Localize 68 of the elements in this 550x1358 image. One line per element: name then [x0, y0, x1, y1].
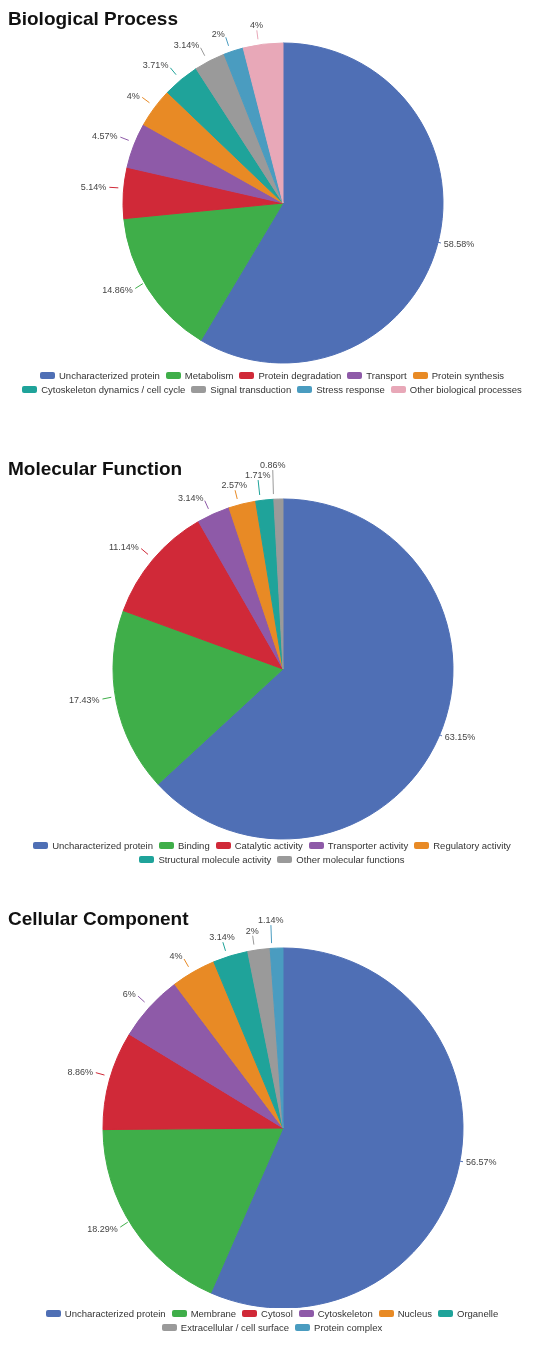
pie-slice [122, 166, 284, 220]
data-label: 3.71% [142, 60, 169, 71]
legend-label: Binding [177, 840, 210, 851]
data-label: 18.29% [87, 1223, 118, 1234]
data-label: 11.14% [109, 541, 139, 552]
data-label: 4.57% [92, 131, 118, 142]
data-label: 4% [169, 951, 183, 962]
pie-slice [228, 500, 284, 670]
data-label: 8.86% [67, 1066, 93, 1077]
data-label: 2.57% [221, 480, 248, 491]
pie-slice [102, 1033, 284, 1131]
data-label: 2% [211, 29, 225, 40]
legend-label: Nucleus [396, 1308, 432, 1319]
legend-label: Signal transduction [209, 384, 292, 395]
legend-label: Uncharacterized protein [58, 370, 160, 381]
legend-label: Transporter activity [326, 840, 409, 851]
pie-slice [210, 947, 464, 1308]
data-label: 3.14% [177, 492, 204, 503]
data-label: 63.15% [444, 732, 476, 743]
legend-label: Structural molecule activity [157, 854, 272, 865]
legend-label: Cytoskeleton [316, 1308, 373, 1319]
pie-slice [242, 42, 284, 204]
chart-title: Biological Process [8, 8, 179, 30]
pie-slice [195, 53, 284, 204]
pie-slice [112, 610, 284, 785]
pie-slice [126, 124, 284, 204]
data-label: 2% [245, 925, 259, 936]
legend-label: Transport [365, 370, 407, 381]
pie-slice [213, 950, 284, 1129]
data-label: 6% [122, 989, 136, 1000]
legend-label: Cytosol [260, 1308, 293, 1319]
data-label: 3.14% [209, 932, 235, 943]
legend-label: Uncharacterized protein [63, 1308, 166, 1319]
data-label: 0.86% [259, 460, 286, 471]
data-label: 14.86% [102, 285, 133, 296]
data-label: 4% [249, 20, 263, 31]
chart-title: Cellular Component [8, 908, 189, 930]
legend-label: Protein degradation [257, 370, 342, 381]
data-label: 1.71% [245, 470, 271, 481]
legend-label: Stress response [315, 384, 385, 395]
data-label: 1.14% [258, 915, 284, 926]
data-label: 3.14% [173, 40, 200, 51]
data-label: 17.43% [68, 694, 100, 705]
data-label: 5.14% [80, 182, 107, 193]
legend-label: Protein synthesis [430, 370, 504, 381]
pie-slice [223, 47, 284, 204]
legend-label: Membrane [189, 1308, 237, 1319]
pie-slice [269, 947, 284, 1129]
legend-label: Metabolism [183, 370, 234, 381]
legend-label: Other biological processes [408, 384, 522, 395]
pie-slice [166, 68, 284, 204]
legend-label: Organelle [456, 1308, 499, 1319]
pie-slice [197, 507, 284, 670]
data-label: 56.57% [465, 1157, 497, 1168]
legend-label: Regulatory activity [432, 840, 511, 851]
legend-label: Cytoskeleton dynamics / cell cycle [40, 384, 186, 395]
pie-slice [143, 91, 284, 204]
pie-slice [200, 42, 444, 364]
legend-label: Other molecular functions [295, 854, 405, 865]
chart-title: Molecular Function [8, 458, 183, 480]
legend-label: Catalytic activity [233, 840, 303, 851]
pie-slice [174, 961, 284, 1129]
legend-label: Protein complex [313, 1322, 383, 1333]
pie-slice [273, 498, 284, 670]
data-label: 4% [126, 90, 140, 101]
data-label: 58.58% [443, 238, 475, 249]
legend-label: Uncharacterized protein [51, 840, 153, 851]
legend-label: Extracellular / cell surface [179, 1322, 290, 1333]
